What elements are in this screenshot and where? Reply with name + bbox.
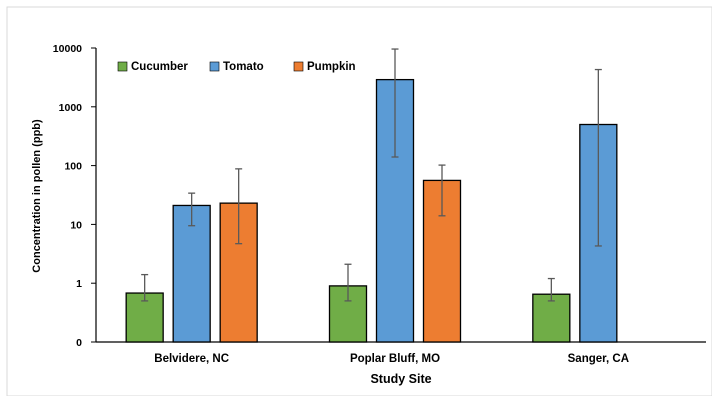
category-label: Sanger, CA [568, 353, 629, 365]
legend-label-cucumber: Cucumber [131, 61, 188, 73]
x-axis-title: Study Site [370, 372, 431, 386]
ticks-layer: 0 1 10 100 1000 10000 [53, 43, 96, 349]
legend-label-pumpkin: Pumpkin [307, 61, 356, 73]
category-label: Belvidere, NC [154, 353, 229, 365]
category-labels-layer: Belvidere, NC Poplar Bluff, MO Sanger, CA [154, 353, 629, 365]
bars-layer [125, 48, 618, 343]
legend-swatch-cucumber [117, 61, 128, 72]
legend: Cucumber Tomato Pumpkin [117, 61, 356, 73]
category-label: Poplar Bluff, MO [350, 353, 440, 365]
bar-tomato [172, 204, 211, 343]
y-tick-label: 1000 [59, 102, 83, 114]
y-tick-label: 100 [64, 161, 82, 173]
y-tick-label: 10 [70, 219, 82, 231]
y-tick-label: 0 [76, 337, 82, 349]
y-tick-label: 10000 [53, 43, 82, 55]
legend-swatch-pumpkin [293, 61, 304, 72]
y-axis-title: Concentration in pollen (ppb) [31, 119, 43, 273]
legend-label-tomato: Tomato [223, 61, 264, 73]
legend-swatch-tomato [209, 61, 220, 72]
y-axis-title-group: Concentration in pollen (ppb) [31, 119, 43, 273]
y-tick-label: 1 [76, 278, 82, 290]
